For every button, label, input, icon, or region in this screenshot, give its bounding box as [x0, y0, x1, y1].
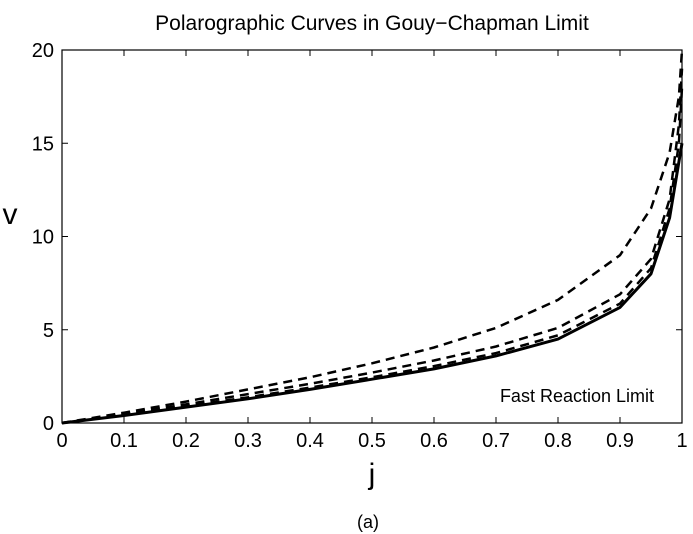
x-tick-label: 0 [56, 430, 67, 452]
x-tick-label: 0.4 [296, 430, 324, 452]
chart-title: Polarographic Curves in Gouy−Chapman Lim… [155, 12, 589, 35]
y-tick-label: 0 [43, 413, 54, 435]
plot-area-frame [61, 49, 683, 424]
x-tick-label: 0.5 [358, 430, 386, 452]
x-axis-label: j [368, 458, 376, 491]
x-tick-label: 0.3 [234, 430, 262, 452]
series-line-dashed-1 [61, 87, 684, 425]
x-tick-label: 0.1 [110, 430, 138, 452]
y-tick-label: 10 [32, 227, 54, 249]
series-line-dashed-3 [61, 49, 684, 425]
x-tick-label: 0.7 [482, 430, 510, 452]
series-layer [61, 49, 684, 425]
series-line-dashed-2 [61, 68, 684, 425]
x-axis-ticks: 0 0.1 0.2 0.3 0.4 0.5 0.6 0.7 0.8 0.9 1 [56, 50, 688, 452]
x-tick-label: 0.2 [172, 430, 200, 452]
y-axis-label: v [3, 198, 18, 231]
x-tick-label: 0.8 [544, 430, 572, 452]
annotation-fast-reaction: Fast Reaction Limit [500, 386, 654, 406]
x-tick-label: 0.6 [420, 430, 448, 452]
x-tick-label: 0.9 [606, 430, 634, 452]
y-tick-label: 5 [43, 320, 54, 342]
y-axis-ticks: 0 5 10 15 20 [32, 40, 682, 435]
figure-caption: (a) [357, 512, 379, 532]
y-tick-label: 15 [32, 133, 54, 155]
x-tick-label: 1 [676, 430, 687, 452]
y-tick-label: 20 [32, 40, 54, 62]
